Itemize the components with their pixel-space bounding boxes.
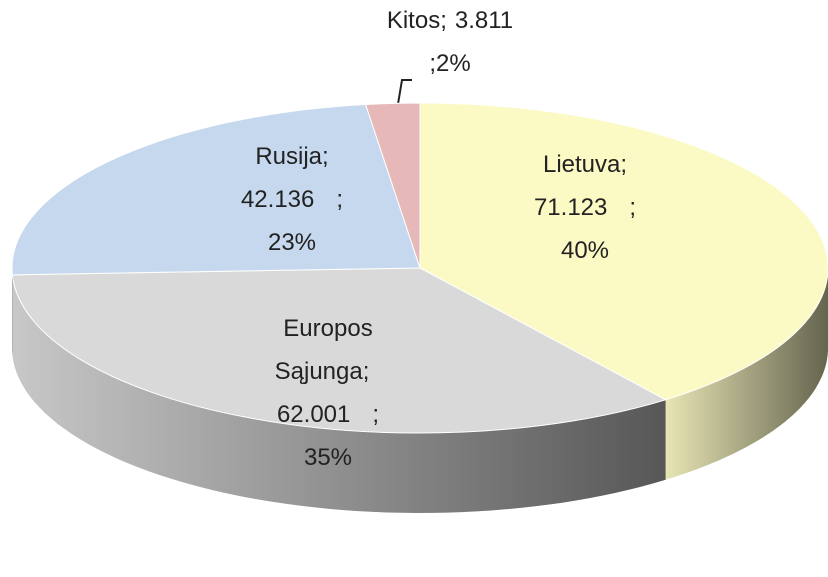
data-label: Europos Sąjunga; 62.001; 35%: [275, 315, 379, 471]
data-label: Lietuva; 71.123; 40%: [534, 151, 636, 264]
label-part: 35%: [304, 444, 352, 471]
label-part: 2%: [436, 50, 471, 77]
label-part: 40%: [561, 237, 609, 264]
data-label: Rusija; 42.136; 23%: [241, 143, 343, 256]
label-part: 62.001: [277, 401, 350, 428]
slice: [364, 102, 421, 269]
side-shade: [12, 274, 666, 513]
label-part: Kitos: [387, 7, 440, 34]
leader-line: [397, 79, 412, 105]
label-part: 23%: [268, 229, 316, 256]
label-part: 71.123: [534, 194, 607, 221]
label-part: ;: [336, 186, 343, 213]
label-part: ;: [372, 401, 379, 428]
label-part: Europos Sąjunga: [275, 315, 373, 385]
label-part: ;: [322, 143, 329, 170]
label-part: 42.136: [241, 186, 314, 213]
label-part: 3.811: [455, 7, 513, 34]
side-shade: [665, 268, 828, 480]
label-part: ;: [363, 358, 370, 385]
slice: [419, 102, 828, 401]
label-part: Lietuva: [543, 151, 621, 178]
label-part: Rusija: [255, 143, 322, 170]
data-label: Kitos; 3.811 ;2%: [387, 7, 513, 77]
slice: [11, 267, 667, 434]
slice: [11, 103, 421, 276]
label-part: ;: [629, 194, 636, 221]
label-part: ;: [429, 50, 436, 77]
label-part: ;: [440, 7, 447, 34]
label-part: ;: [620, 151, 627, 178]
